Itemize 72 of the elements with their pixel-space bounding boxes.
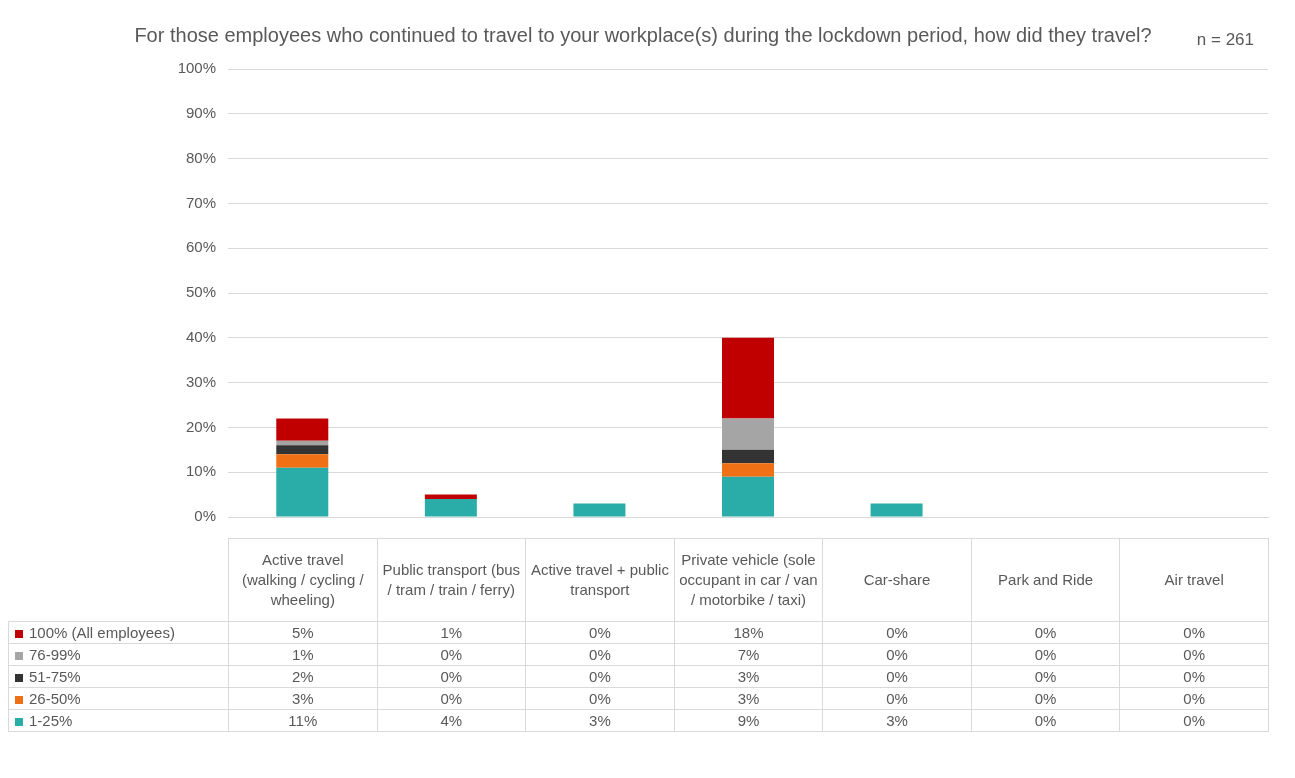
y-tick-label: 100% bbox=[177, 59, 216, 77]
data-label: 3% bbox=[674, 687, 823, 710]
y-tick-label: 20% bbox=[185, 417, 216, 435]
data-label: 0% bbox=[971, 665, 1120, 688]
data-label: 3% bbox=[674, 665, 823, 688]
data-label: 0% bbox=[377, 643, 526, 666]
data-label: 3% bbox=[525, 709, 675, 732]
bar bbox=[722, 337, 774, 419]
bar bbox=[722, 463, 774, 477]
data-label: 0% bbox=[822, 621, 972, 644]
y-tick-label: 90% bbox=[185, 103, 216, 121]
legend-label: 1-25% bbox=[29, 712, 73, 729]
bar bbox=[276, 467, 329, 517]
data-label: 0% bbox=[971, 687, 1120, 710]
data-label: 0% bbox=[1119, 643, 1269, 666]
y-tick-label: 30% bbox=[185, 372, 216, 390]
x-tick-label: Park and Ride bbox=[971, 538, 1120, 622]
data-label: 4% bbox=[377, 709, 526, 732]
data-label: 0% bbox=[377, 687, 526, 710]
bar bbox=[573, 503, 626, 517]
data-label: 0% bbox=[1119, 665, 1269, 688]
data-label: 1% bbox=[377, 621, 526, 644]
data-label: 2% bbox=[228, 665, 378, 688]
data-label: 18% bbox=[674, 621, 823, 644]
x-tick-label: Active travel + public transport bbox=[525, 538, 675, 622]
data-label: 0% bbox=[971, 643, 1120, 666]
bar bbox=[870, 503, 923, 517]
data-label: 3% bbox=[822, 709, 972, 732]
x-tick-label: Active travel (walking / cycling / wheeling) bbox=[228, 538, 378, 622]
y-tick-label: 40% bbox=[185, 327, 216, 345]
data-label: 0% bbox=[822, 665, 972, 688]
y-tick-label: 80% bbox=[185, 148, 216, 166]
data-label: 9% bbox=[674, 709, 823, 732]
x-tick-label: Public transport (bus / tram / train / ferry) bbox=[377, 538, 526, 622]
data-label: 0% bbox=[1119, 687, 1269, 710]
y-tick-label: 10% bbox=[185, 462, 216, 480]
data-label: 0% bbox=[525, 621, 675, 644]
legend-label: 26-50% bbox=[29, 690, 81, 707]
data-label: 0% bbox=[525, 665, 675, 688]
data-label: 0% bbox=[1119, 709, 1269, 732]
data-label: 1% bbox=[228, 643, 378, 666]
data-label: 0% bbox=[525, 643, 675, 666]
x-tick-label: Air travel bbox=[1119, 538, 1269, 622]
bar bbox=[722, 418, 774, 450]
bar bbox=[276, 445, 329, 455]
bar bbox=[424, 499, 477, 517]
data-label: 11% bbox=[228, 709, 378, 732]
text: n = 261 bbox=[1196, 30, 1254, 50]
data-label: 7% bbox=[674, 643, 823, 666]
legend-label: 51-75% bbox=[29, 668, 81, 685]
y-tick-label: 70% bbox=[185, 193, 216, 211]
y-tick-label: 60% bbox=[185, 238, 216, 256]
data-label: 5% bbox=[228, 621, 378, 644]
x-tick-label: Private vehicle (sole occupant in car / van / motorbike / taxi) bbox=[674, 538, 823, 622]
data-label: 0% bbox=[822, 643, 972, 666]
bar bbox=[276, 454, 329, 468]
data-label: 0% bbox=[971, 621, 1120, 644]
bar bbox=[276, 418, 329, 441]
bar bbox=[722, 449, 774, 464]
legend-label: 100% (All employees) bbox=[29, 624, 175, 641]
chart-title: For those employees who continued to travel to your workplace(s) during the lockdown period, how did they travel? bbox=[134, 23, 1152, 48]
data-label: 0% bbox=[525, 687, 675, 710]
y-tick-label: 0% bbox=[194, 507, 216, 525]
data-label: 0% bbox=[377, 665, 526, 688]
bar bbox=[722, 476, 774, 517]
y-tick-label: 50% bbox=[185, 283, 216, 301]
data-label: 0% bbox=[822, 687, 972, 710]
data-label: 3% bbox=[228, 687, 378, 710]
data-label: 0% bbox=[1119, 621, 1269, 644]
data-label: 0% bbox=[971, 709, 1120, 732]
x-tick-label: Car-share bbox=[822, 538, 972, 622]
legend-label: 76-99% bbox=[29, 646, 81, 663]
